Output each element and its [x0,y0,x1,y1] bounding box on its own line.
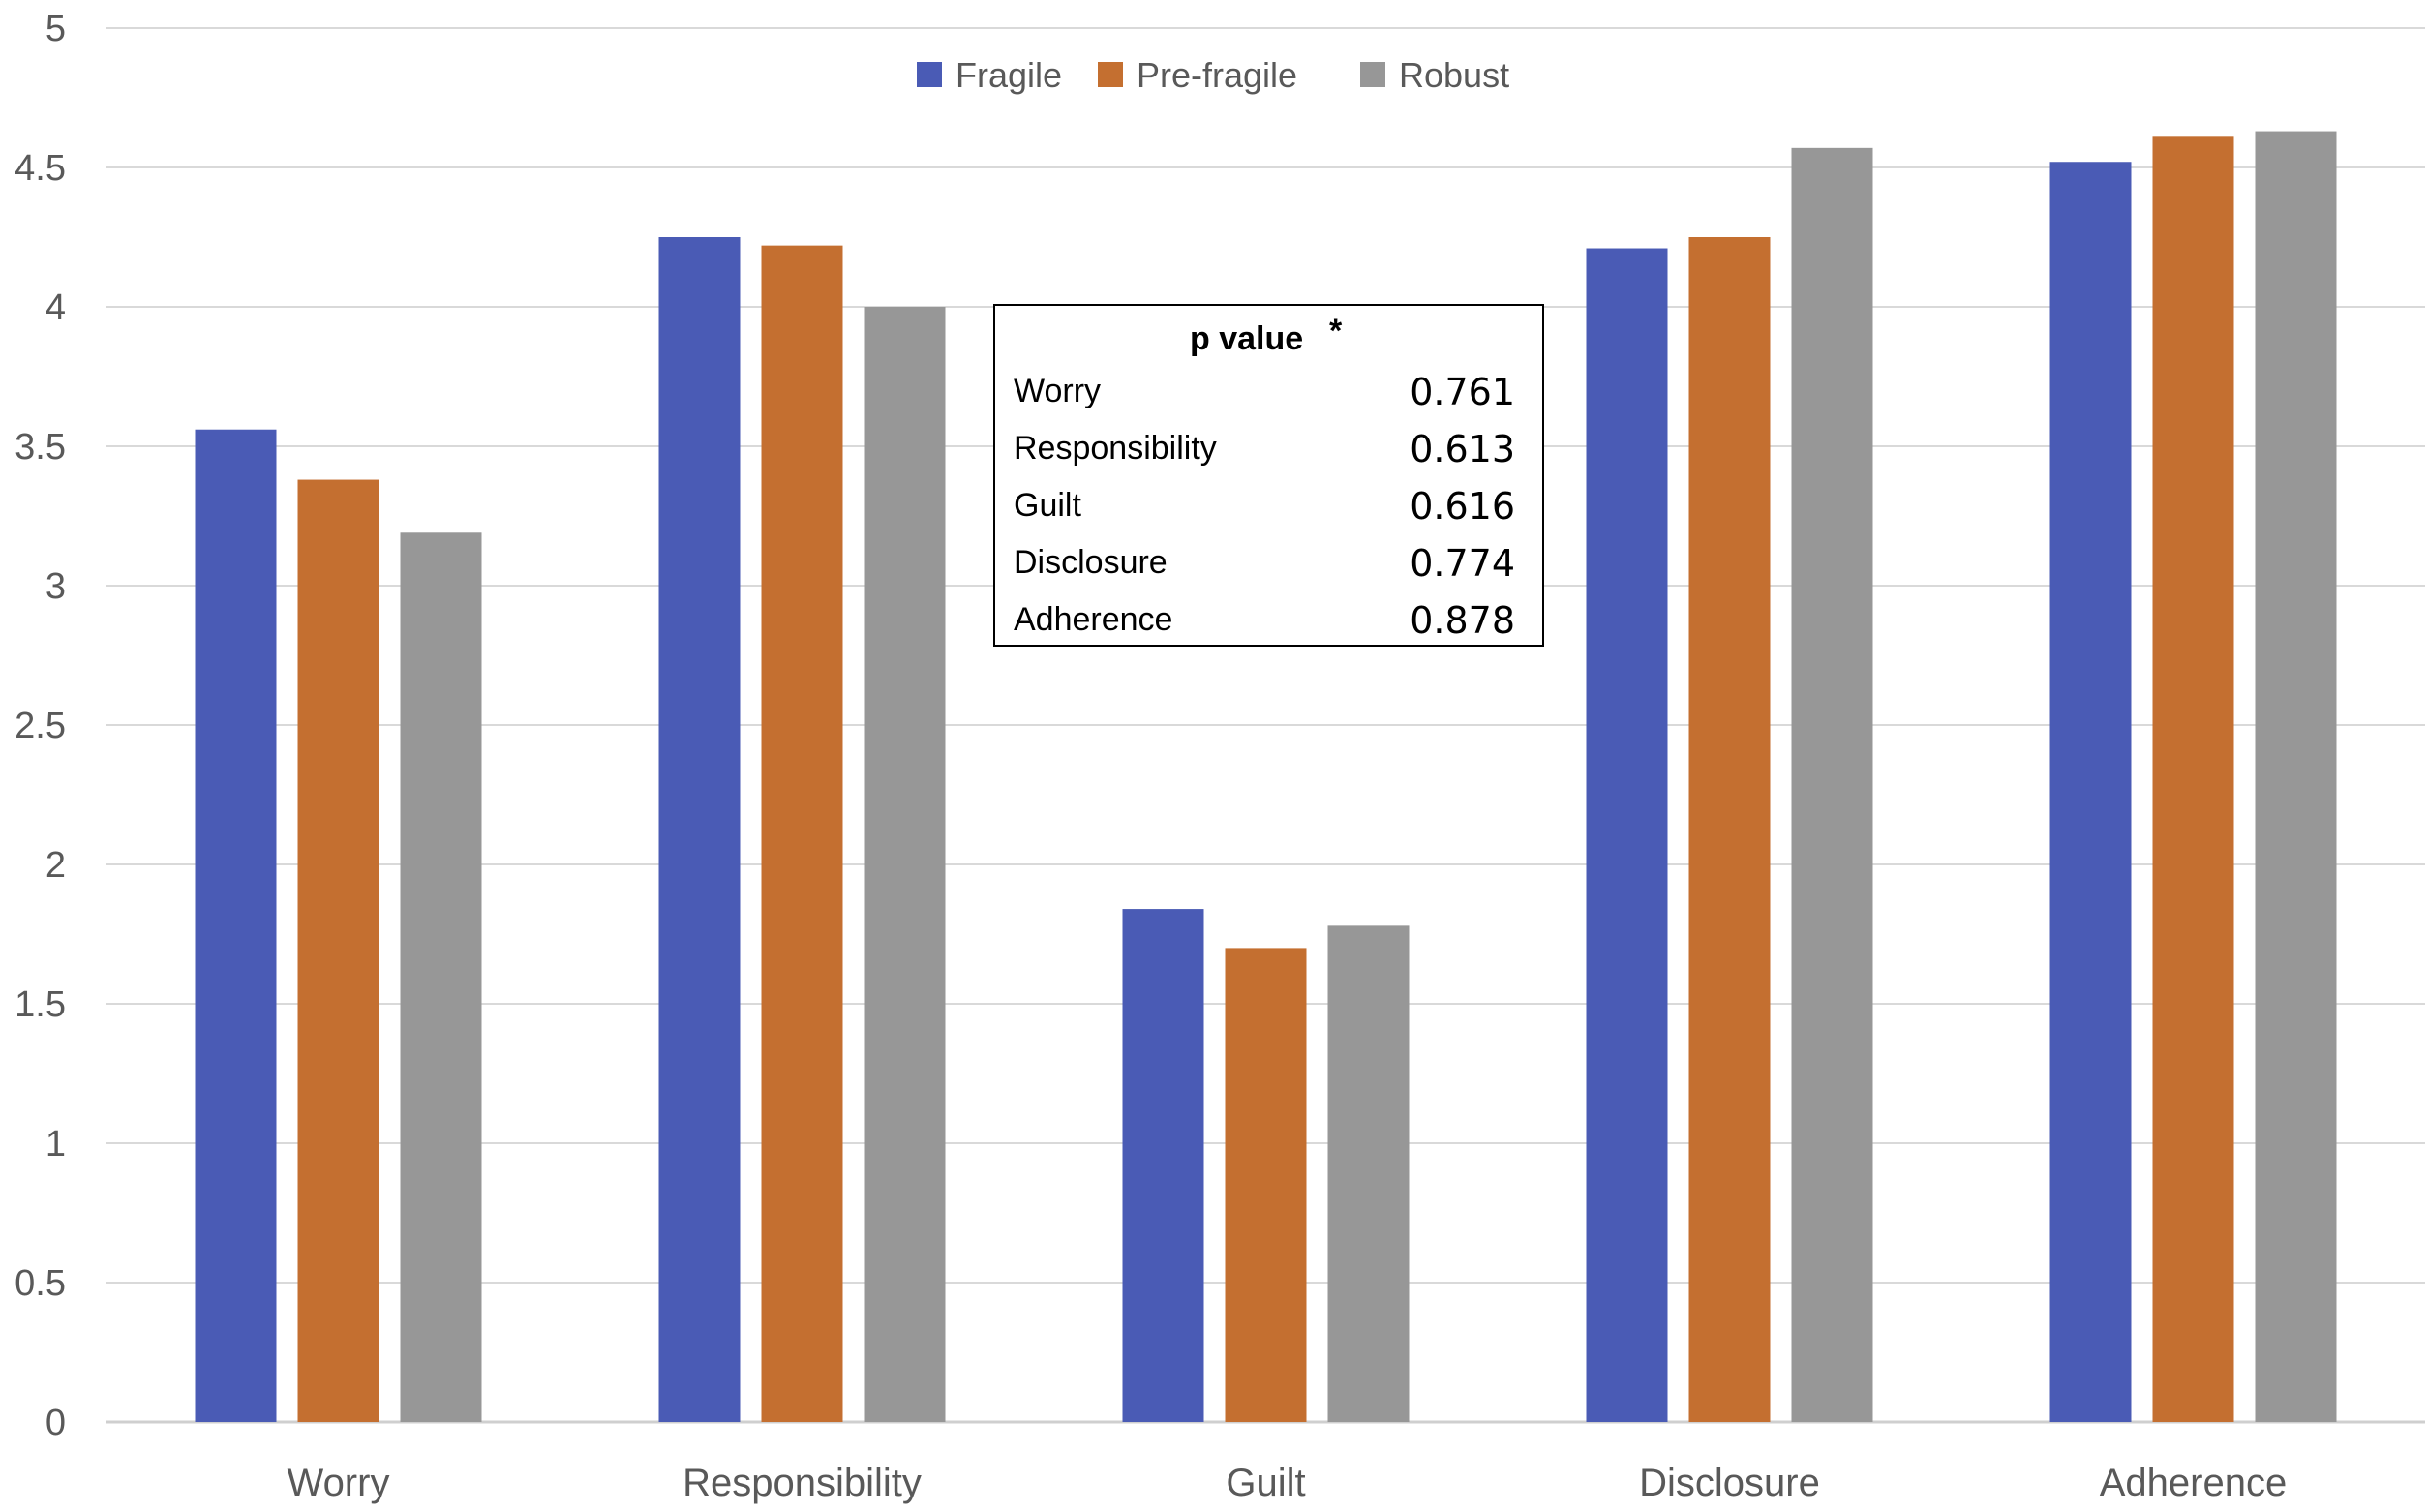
p-value-row-label: Worry [1014,373,1101,409]
legend-label-robust: Robust [1399,55,1509,95]
p-value-row-value: 0.878 [1410,599,1515,642]
x-category-label: Guilt [1226,1462,1305,1504]
y-tick-label: 0.5 [15,1263,66,1304]
bar-pre-fragile-worry [297,479,379,1422]
bar-fragile-worry [195,429,277,1423]
x-category-label: Responsibility [683,1462,922,1504]
x-axis-category-labels: Worry Responsibility Guilt Disclosure Adhere… [288,1462,2288,1504]
bar-robust-guilt [1327,925,1410,1422]
legend-swatch-fragile [917,62,942,87]
legend-swatch-pre-fragile [1098,62,1123,87]
bar-fragile-guilt [1122,909,1204,1422]
bar-pre-fragile-disclosure [1688,237,1771,1422]
y-axis-tick-labels: 0 0.5 1 1.5 2 2.5 3 3.5 4 4.5 5 [15,9,66,1443]
p-value-row-value: 0.774 [1410,542,1515,585]
y-tick-label: 3 [46,566,66,607]
p-value-row-label: Guilt [1014,487,1081,524]
p-value-row-value: 0.761 [1410,371,1515,413]
p-value-row-label: Disclosure [1014,544,1168,581]
p-value-table-title-marker: * [1329,313,1343,349]
y-tick-label: 3.5 [15,427,66,468]
y-tick-label: 0 [46,1403,66,1443]
bar-robust-worry [400,532,482,1422]
p-value-row-value: 0.616 [1410,485,1515,528]
p-value-row-label: Adherence [1014,601,1172,638]
x-category-label: Disclosure [1639,1462,1820,1504]
y-tick-label: 2 [46,845,66,886]
p-value-table-border [993,304,1544,647]
bar-robust-disclosure [1791,147,1873,1423]
p-value-table: p value * Worry 0.761 Responsibility 0.6… [993,304,1544,647]
y-tick-label: 5 [46,9,66,49]
y-tick-label: 2.5 [15,706,66,746]
bar-robust-responsibility [864,307,946,1422]
legend: Fragile Pre-fragile Robust [917,55,1509,95]
p-value-row-label: Responsibility [1014,430,1217,467]
bars [195,131,2337,1423]
legend-label-fragile: Fragile [956,55,1062,95]
bar-robust-adherence [2255,131,2337,1422]
bar-pre-fragile-guilt [1225,948,1307,1422]
x-category-label: Adherence [2100,1462,2287,1504]
bar-fragile-responsibility [658,237,741,1422]
y-tick-label: 1.5 [15,984,66,1025]
bar-fragile-disclosure [1586,248,1668,1422]
bar-pre-fragile-adherence [2152,136,2234,1422]
p-value-table-title: p value [1190,320,1303,357]
y-tick-label: 1 [46,1124,66,1164]
y-tick-label: 4.5 [15,148,66,189]
x-category-label: Worry [288,1462,390,1504]
bar-pre-fragile-responsibility [761,245,843,1422]
y-tick-label: 4 [46,287,66,328]
bar-fragile-adherence [2049,162,2132,1423]
legend-label-pre-fragile: Pre-fragile [1137,55,1297,95]
legend-swatch-robust [1360,62,1385,87]
p-value-row-value: 0.613 [1410,428,1515,470]
